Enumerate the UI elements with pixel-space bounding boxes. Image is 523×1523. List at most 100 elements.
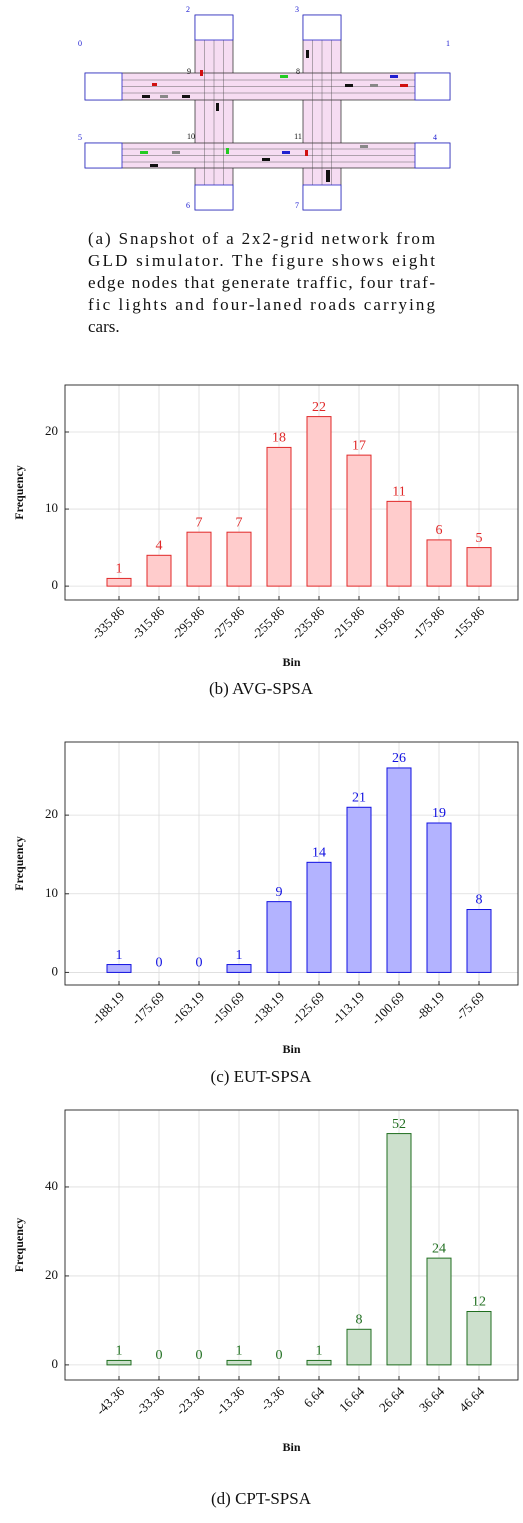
bar: [186, 531, 212, 587]
x-tick-label: -23.36: [173, 1383, 208, 1418]
chart: 0 10 20 -335.86 1 -315.86 4 -295.86 7 -275.86 7 -25…: [12, 384, 519, 698]
node-label: 10: [187, 132, 195, 141]
bar: [426, 1257, 452, 1366]
x-tick-label: -150.69: [208, 989, 247, 1028]
data-label: 0: [156, 956, 163, 971]
edge-node: [302, 184, 342, 211]
data-label: 18: [272, 431, 286, 446]
data-label: 8: [476, 893, 483, 908]
data-label: 0: [276, 1348, 283, 1363]
caption: (c) EUT-SPSA: [211, 1067, 313, 1086]
bar: [466, 1310, 492, 1366]
data-label: 1: [116, 948, 123, 963]
y-tick-label: 10: [45, 885, 58, 900]
y-tick-label: 20: [45, 423, 58, 438]
node-label: 3: [295, 5, 299, 14]
node-label: 9: [187, 67, 191, 76]
x-tick-label: -295.86: [168, 603, 207, 642]
edge-node: [84, 142, 123, 169]
x-tick-label: -75.69: [453, 989, 487, 1023]
bar: [466, 547, 492, 587]
edge-node: [414, 142, 451, 169]
bar: [306, 861, 332, 973]
bar: [426, 539, 452, 587]
x-tick-label: -255.86: [248, 603, 287, 642]
plot-frame: [64, 741, 519, 986]
bar: [106, 1359, 132, 1366]
node-label: 1: [446, 39, 450, 48]
bar: [386, 767, 412, 973]
x-tick-label: 26.64: [376, 1383, 408, 1415]
caption-line: GLD simulator. The figure shows eight: [88, 251, 435, 270]
y-tick-label: 0: [52, 963, 59, 978]
caption: (d) CPT-SPSA: [211, 1489, 312, 1508]
bar: [266, 901, 292, 973]
edge-node: [414, 72, 451, 101]
y-tick-label: 20: [45, 806, 58, 821]
y-axis-label: Frequency: [12, 1218, 26, 1272]
caption-line: (a) Snapshot of a 2x2-grid network from: [88, 229, 435, 248]
x-tick-label: 36.64: [416, 1383, 448, 1415]
bar: [346, 806, 372, 973]
data-label: 7: [236, 515, 243, 530]
data-label: 22: [312, 400, 326, 415]
x-tick-label: -33.36: [133, 1383, 168, 1418]
data-label: 0: [196, 956, 203, 971]
caption-line: cars.: [88, 317, 120, 336]
x-tick-label: -3.36: [257, 1383, 287, 1413]
edge-node: [194, 14, 234, 41]
x-axis-label: Bin: [282, 655, 300, 669]
bar: [226, 531, 252, 587]
bar: [466, 909, 492, 973]
edge-node: [194, 184, 234, 211]
x-axis-label: Bin: [282, 1440, 300, 1454]
x-tick-label: -315.86: [128, 603, 167, 642]
data-label: 7: [196, 515, 203, 530]
chart: 0 20 40 -43.36 1 -33.36 0 -23.36 0 -13.36 1 -3.36 0 6…: [12, 1109, 519, 1508]
y-tick-label: 40: [45, 1178, 58, 1193]
bar: [266, 446, 292, 587]
y-tick-label: 20: [45, 1267, 58, 1282]
data-label: 17: [352, 438, 366, 453]
cars: [140, 50, 408, 182]
chart: 0 10 20 -188.19 1 -175.69 0 -163.19 0 -150.69 1 -13…: [12, 741, 519, 1086]
x-tick-label: -13.36: [213, 1383, 248, 1418]
data-label: 1: [316, 1344, 323, 1359]
x-tick-label: -195.86: [368, 603, 407, 642]
x-tick-label: 16.64: [336, 1383, 368, 1415]
x-tick-label: -138.19: [248, 989, 287, 1028]
bar: [386, 1133, 412, 1366]
data-label: 1: [236, 1344, 243, 1359]
data-label: 8: [356, 1313, 363, 1328]
bar: [106, 964, 132, 973]
plot-frame: [64, 384, 519, 601]
x-tick-label: 46.64: [456, 1383, 488, 1415]
bar: [146, 554, 172, 587]
bar: [426, 822, 452, 973]
x-tick-label: -175.86: [408, 603, 447, 642]
y-tick-label: 0: [52, 1356, 59, 1371]
data-label: 52: [392, 1117, 406, 1132]
data-label: 5: [476, 531, 483, 546]
x-tick-label: -43.36: [93, 1383, 128, 1418]
data-label: 1: [236, 948, 243, 963]
caption-line: edge nodes that generate traffic, four t…: [88, 273, 435, 292]
x-tick-label: -155.86: [448, 603, 487, 642]
bar: [226, 964, 252, 973]
x-tick-label: -125.69: [288, 989, 327, 1028]
x-tick-label: -215.86: [328, 603, 367, 642]
data-label: 12: [472, 1295, 486, 1310]
bar: [226, 1359, 252, 1366]
y-tick-label: 0: [52, 577, 59, 592]
caption: (b) AVG-SPSA: [209, 679, 314, 698]
edge-node: [84, 72, 123, 101]
x-axis-label: Bin: [282, 1042, 300, 1056]
node-label: 0: [78, 39, 82, 48]
data-label: 4: [156, 539, 163, 554]
data-label: 0: [156, 1348, 163, 1363]
node-label: 4: [433, 133, 437, 142]
node-label: 8: [296, 67, 300, 76]
bar: [306, 1359, 332, 1366]
y-axis-label: Frequency: [12, 836, 26, 890]
